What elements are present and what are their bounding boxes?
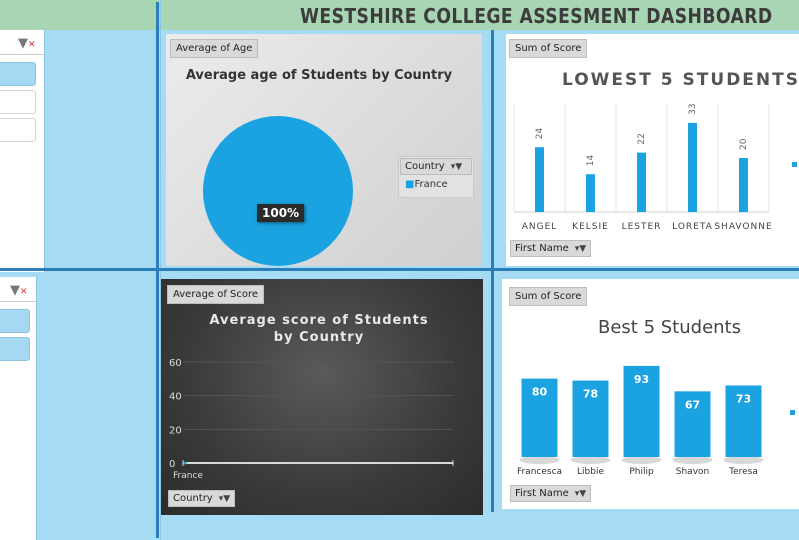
bar-data-label: 67: [685, 398, 700, 411]
slicer-item[interactable]: [0, 118, 36, 142]
title-bar: [0, 0, 799, 30]
score-field-label[interactable]: Average of Score: [167, 285, 265, 304]
lowest-bar-svg: 24 ANGEL 14 KELSIE 22 LESTER 33 LORETA 20 SHAVONN…: [513, 103, 772, 232]
dashboard-title: WESTSHIRE COLLEGE ASSESMENT DASHBOARD: [300, 4, 773, 28]
slicer-panel-bottom: ▼✕: [0, 277, 37, 540]
best-chart-card: Sum of Score Best 5 Students 80 Francesca…: [502, 279, 799, 509]
slicer-header-divider: [0, 54, 44, 55]
pie-data-label: 100%: [257, 204, 305, 222]
best-first-name-label: First Name: [515, 488, 569, 499]
y-tick-label: 40: [169, 392, 182, 403]
bar-data-label: 80: [532, 386, 548, 399]
slicer-panel-top: ▼✕: [0, 30, 45, 272]
bar-data-label: 33: [688, 103, 698, 114]
y-tick-label: 0: [169, 459, 175, 470]
x-tick-label: LORETA: [672, 222, 713, 232]
x-tick-label: Shavon: [676, 467, 709, 477]
slicer-header-divider: [0, 301, 36, 302]
bar-teresa[interactable]: [725, 385, 762, 457]
age-legend: Country ▾▼ ■France: [398, 156, 474, 198]
slicer-item[interactable]: [0, 62, 36, 86]
chevron-down-icon: ▾▼: [574, 489, 587, 499]
bar-data-label: 78: [583, 388, 598, 401]
clear-filter-icon[interactable]: ▼✕: [10, 283, 28, 298]
x-tick-label: KELSIE: [572, 222, 609, 232]
age-pie-svg: [203, 116, 353, 266]
age-chart-title: Average age of Students by Country: [185, 68, 453, 83]
lowest-chart-title: LOWEST 5 STUDENTS: [562, 70, 799, 90]
bar-philip[interactable]: [623, 365, 660, 457]
bar-shadow: [723, 456, 764, 464]
age-chart-card: Average of Age Average age of Students b…: [166, 34, 482, 266]
bar-data-label: 20: [739, 138, 749, 150]
bar-shadow: [621, 456, 662, 464]
bar-data-label: 73: [736, 392, 751, 405]
age-field-label[interactable]: Average of Age: [170, 39, 259, 58]
clear-filter-icon[interactable]: ▼✕: [18, 36, 36, 51]
legend-entry-label: France: [414, 179, 448, 190]
best-first-name-button[interactable]: First Name ▾▼: [510, 485, 592, 502]
bar-lester[interactable]: [637, 152, 646, 212]
bar-angel[interactable]: [535, 147, 544, 212]
x-tick-label: ANGEL: [522, 222, 558, 232]
chevron-down-icon: ▾▼: [574, 244, 587, 254]
vertical-divider-middle: [491, 30, 494, 512]
bar-data-label: 14: [586, 154, 596, 166]
legend-swatch-icon: [792, 162, 797, 167]
chevron-down-icon: ▾▼: [218, 494, 231, 504]
vertical-divider-left: [156, 2, 159, 538]
score-chart-card: Average of Score Average score of Studen…: [161, 279, 483, 515]
bar-loreta[interactable]: [688, 122, 697, 212]
x-tick-label: Francesca: [517, 467, 562, 477]
bar-shadow: [519, 456, 560, 464]
bar-shavonne[interactable]: [739, 158, 748, 212]
x-tick-label: Philip: [629, 467, 654, 477]
lowest-chart-card: Sum of Score LOWEST 5 STUDENTS 24 ANGEL 14…: [506, 34, 799, 266]
line-point[interactable]: [183, 461, 187, 465]
lowest-first-name-button[interactable]: First Name ▾▼: [510, 240, 592, 257]
bar-data-label: 24: [535, 127, 545, 139]
x-tick-label: France: [173, 471, 203, 481]
x-tick-label: LESTER: [622, 222, 662, 232]
x-tick-label: Teresa: [728, 467, 758, 477]
best-bar-svg: 80 Francesca 78 Libbie 93 Philip 67 Shavon 73 Ter…: [517, 365, 764, 477]
lowest-field-label[interactable]: Sum of Score: [509, 39, 588, 58]
bar-kelsie[interactable]: [586, 174, 595, 212]
pie-slice-france[interactable]: [203, 116, 353, 266]
chevron-down-icon: ▾▼: [450, 162, 463, 172]
legend-country-label: Country: [405, 161, 445, 172]
lowest-first-name-label: First Name: [515, 243, 569, 254]
legend-entry: ■France: [405, 179, 448, 190]
bar-libbie[interactable]: [572, 380, 609, 457]
score-line-svg: 0 20 40 60 France: [169, 358, 454, 481]
y-tick-label: 20: [169, 425, 182, 436]
slicer-item[interactable]: [0, 309, 30, 333]
legend-country-button[interactable]: Country ▾▼: [400, 158, 472, 175]
x-tick-label: Libbie: [577, 467, 604, 477]
score-country-label: Country: [173, 493, 213, 504]
slicer-item[interactable]: [0, 90, 36, 114]
slicer-item[interactable]: [0, 337, 30, 361]
bar-shadow: [570, 456, 611, 464]
bar-francesca[interactable]: [521, 378, 558, 457]
best-chart-title: Best 5 Students: [598, 317, 741, 338]
best-field-label[interactable]: Sum of Score: [509, 287, 588, 306]
score-chart-title: Average score of Students by Country: [209, 313, 429, 345]
bar-shadow: [672, 456, 713, 464]
bar-shavon[interactable]: [674, 391, 711, 457]
horizontal-divider: [0, 268, 799, 271]
bar-data-label: 93: [634, 373, 649, 386]
y-tick-label: 60: [169, 358, 182, 369]
legend-swatch-icon: ■: [405, 179, 415, 190]
bar-data-label: 22: [637, 133, 647, 144]
legend-swatch-icon: [790, 410, 795, 415]
score-country-button[interactable]: Country ▾▼: [168, 490, 236, 507]
x-tick-label: SHAVONNE: [714, 222, 772, 232]
